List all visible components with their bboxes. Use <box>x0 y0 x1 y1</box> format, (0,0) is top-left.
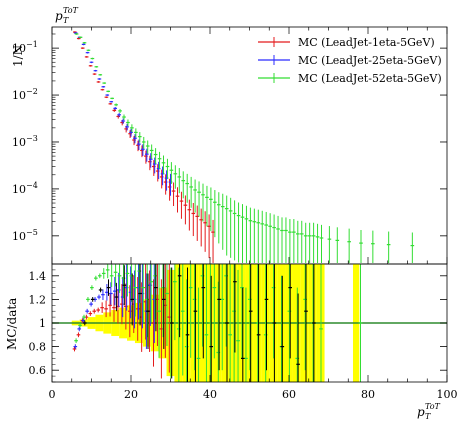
spectrum-marks <box>73 31 415 263</box>
ratio-y-label: MC/data <box>5 298 19 350</box>
ratio-y-tick-label: 0.6 <box>29 364 47 377</box>
y-tick-exponent: −1 <box>26 40 38 49</box>
x-axis-label: p T ToT <box>417 402 441 421</box>
ratio-y-tick-label: 1 <box>39 317 46 330</box>
svg-text:T: T <box>425 412 431 421</box>
svg-text:ToT: ToT <box>63 6 79 15</box>
legend-label: MC (LeadJet-25eta-5GeV) <box>298 54 442 67</box>
y-tick-label: 10 <box>12 89 26 102</box>
ratio-marks <box>72 264 363 382</box>
legend-label: MC (LeadJet-52eta-5GeV) <box>298 72 442 85</box>
x-tick-label: 0 <box>49 388 56 401</box>
ratio-panel: 0.6 0.8 1 1.2 1.4 0 20 40 60 80 100 MC/data p T T… <box>5 263 458 421</box>
y-tick-exponent: −3 <box>26 134 38 143</box>
y-tick-label: 10 <box>12 136 26 149</box>
spectrum-y-label: 1/N <box>11 45 25 67</box>
svg-text:p: p <box>417 405 425 419</box>
spectrum-y-ticks: 10−110−210−310−410−5 <box>12 33 447 243</box>
x-tick-label: 100 <box>437 388 458 401</box>
svg-text:T: T <box>63 16 69 25</box>
spectrum-panel: 10−110−210−310−410−5 1/N p T ToT MC (Lea… <box>11 6 448 265</box>
y-tick-exponent: −4 <box>26 181 38 190</box>
y-tick-exponent: −5 <box>26 228 38 237</box>
legend-label: MC (LeadJet-1eta-5GeV) <box>298 36 435 49</box>
ratio-y-tick-label: 0.8 <box>29 341 47 354</box>
svg-text:ToT: ToT <box>425 402 441 411</box>
x-tick-label: 60 <box>282 388 296 401</box>
x-tick-label: 20 <box>124 388 138 401</box>
ratio-y-ticks: 0.6 0.8 1 1.2 1.4 <box>29 263 447 383</box>
y-tick-label: 10 <box>12 230 26 243</box>
y-tick-label: 10 <box>12 42 26 55</box>
y-tick-exponent: −2 <box>26 87 38 96</box>
spectrum-x-label: p T ToT <box>55 6 79 25</box>
x-tick-label: 40 <box>203 388 217 401</box>
ratio-y-tick-label: 1.4 <box>29 270 47 283</box>
ratio-x-ticks: 0 20 40 60 80 100 <box>49 375 458 401</box>
x-tick-label: 80 <box>361 388 375 401</box>
svg-text:p: p <box>55 9 63 23</box>
ratio-y-tick-label: 1.2 <box>29 293 47 306</box>
spectrum-x-ticks <box>51 27 448 264</box>
y-tick-label: 10 <box>12 183 26 196</box>
legend: MC (LeadJet-1eta-5GeV) MC (LeadJet-25eta-… <box>258 36 442 85</box>
